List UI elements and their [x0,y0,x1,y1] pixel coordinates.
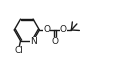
Text: Cl: Cl [15,46,23,55]
Text: O: O [60,25,67,34]
Text: N: N [30,37,37,46]
Text: O: O [51,37,58,46]
Text: O: O [43,25,50,34]
